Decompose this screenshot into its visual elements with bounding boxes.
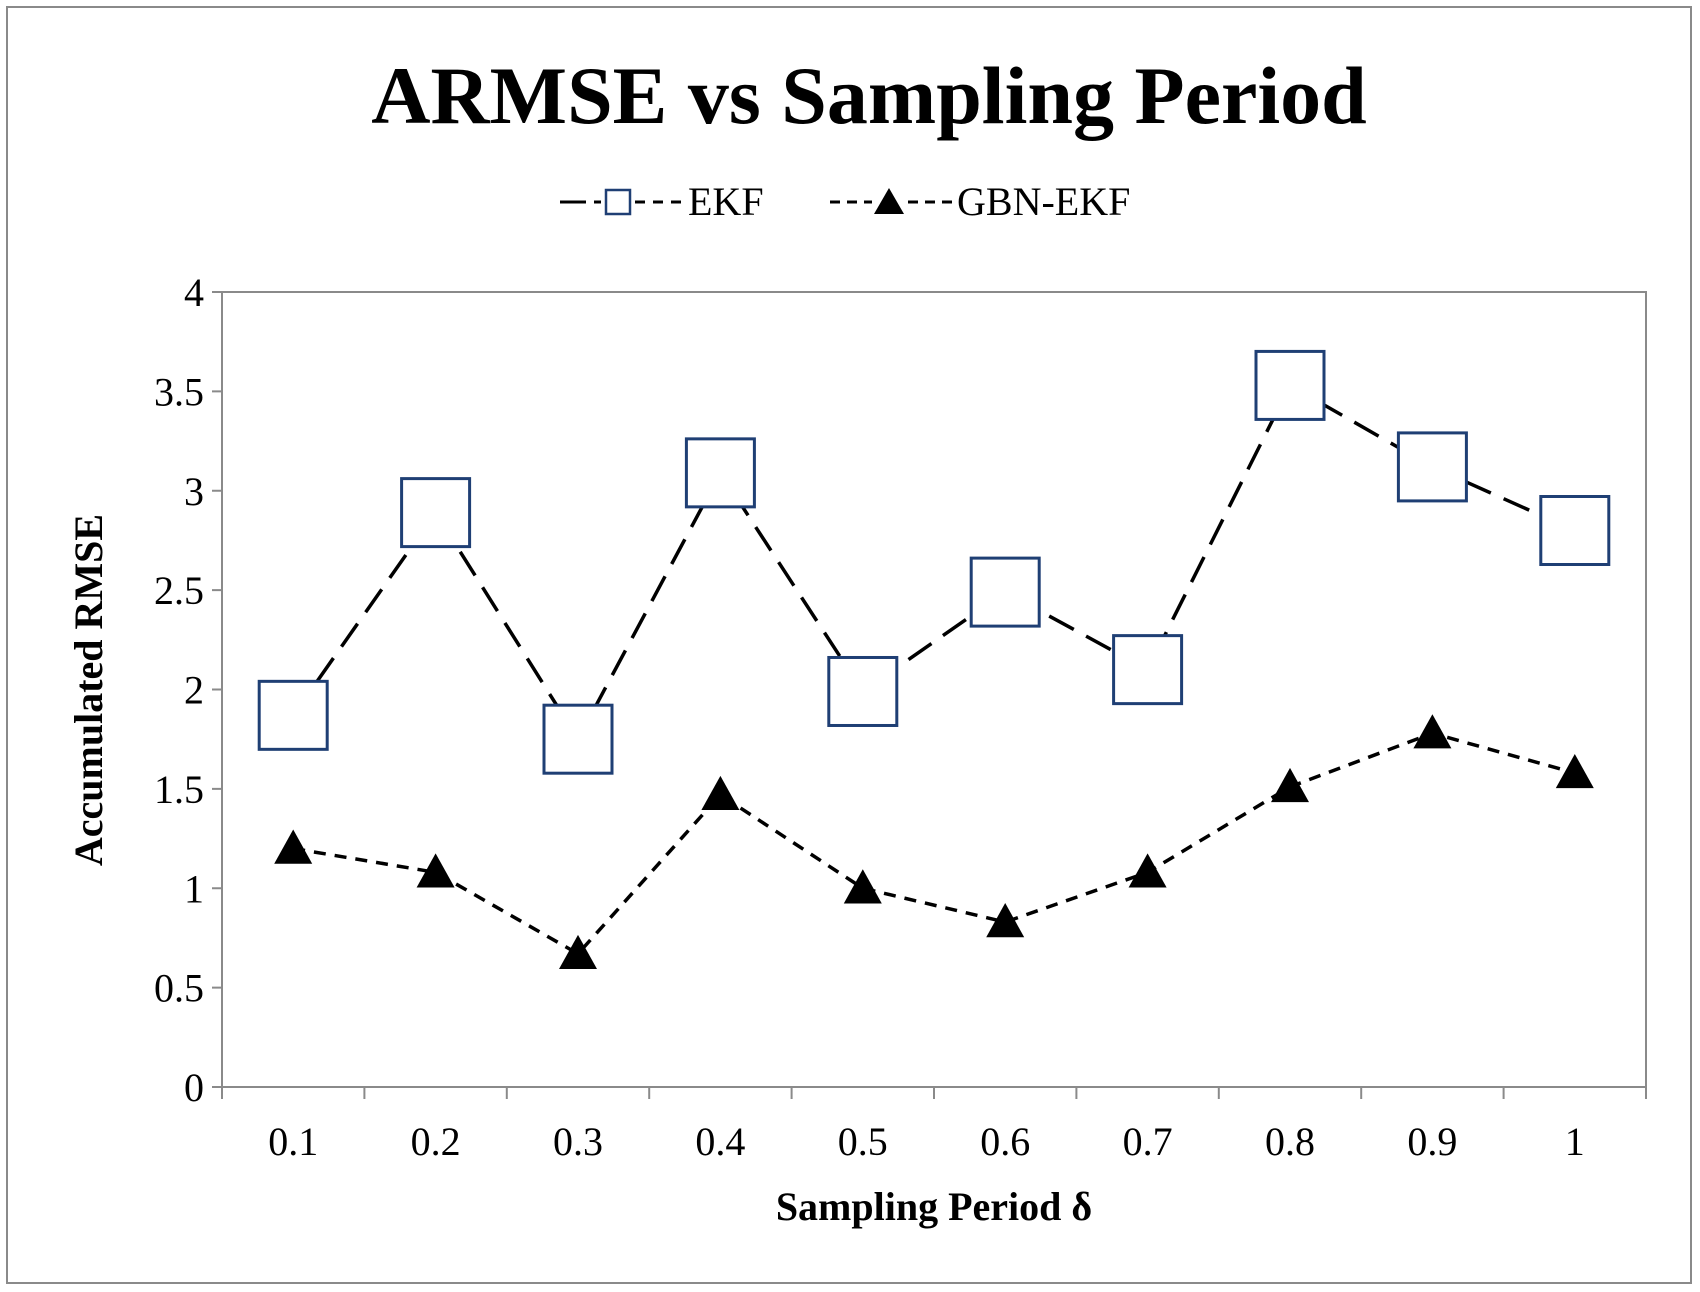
- x-tick-label: 0.1: [268, 1119, 318, 1164]
- legend-gbn-ekf-marker: [874, 188, 904, 214]
- y-tick-label: 0.5: [154, 966, 204, 1011]
- series-layer: [257, 349, 1611, 970]
- data-point-ekf: [1396, 431, 1468, 503]
- data-point-gbn-ekf: [274, 829, 313, 864]
- data-point-gbn-ekf: [1555, 753, 1594, 789]
- y-axis-title: Accumulated RMSE: [66, 514, 111, 866]
- x-axis-title: Sampling Period δ: [776, 1184, 1092, 1229]
- data-point-gbn-ekf: [986, 903, 1025, 938]
- y-tick-label: 0: [184, 1065, 204, 1110]
- plot-area: [221, 291, 1647, 1088]
- data-point-gbn-ekf: [1413, 714, 1452, 749]
- legend-label-gbn-ekf: GBN-EKF: [957, 179, 1130, 224]
- data-point-ekf: [684, 437, 756, 509]
- data-point-gbn-ekf: [559, 934, 597, 970]
- data-point-ekf: [1112, 634, 1184, 706]
- x-tick-label: 1: [1565, 1119, 1585, 1164]
- data-point-ekf: [257, 679, 329, 751]
- x-tick-label: 0.3: [553, 1119, 603, 1164]
- y-tick-label: 4: [184, 270, 204, 315]
- x-tick-label: 0.2: [411, 1119, 461, 1164]
- axes: 0 0.5 1 1.5 2 2.5 3 3.5 4 0.1 0.2 0.3 0.4 0.5 0.6 0.7 0.…: [154, 270, 1647, 1164]
- data-point-gbn-ekf: [843, 869, 882, 904]
- y-tick-label: 1.5: [154, 767, 204, 812]
- x-tick-label: 0.6: [980, 1119, 1030, 1164]
- series-line-ekf: [291, 382, 1576, 743]
- x-tick-label: 0.7: [1123, 1119, 1173, 1164]
- data-point-ekf: [1254, 349, 1326, 421]
- x-tick-label: 0.5: [838, 1119, 888, 1164]
- y-tick-label: 1: [184, 866, 204, 911]
- y-tick-label: 3.5: [154, 369, 204, 414]
- data-point-ekf: [1539, 495, 1611, 566]
- x-tick-label: 0.9: [1407, 1119, 1457, 1164]
- legend-label-ekf: EKF: [688, 179, 764, 224]
- data-point-ekf: [400, 477, 472, 549]
- data-point-gbn-ekf: [1271, 767, 1309, 803]
- legend-item-ekf: EKF: [560, 179, 764, 224]
- y-tick-label: 2: [184, 668, 204, 713]
- legend: EKF GBN-EKF: [560, 179, 1130, 224]
- y-tick-label: 2.5: [154, 568, 204, 613]
- x-tick-label: 0.8: [1265, 1119, 1315, 1164]
- data-point-ekf: [542, 703, 614, 775]
- x-tick-label: 0.4: [695, 1119, 745, 1164]
- legend-ekf-marker: [604, 188, 632, 216]
- series-line-gbn-ekf: [292, 731, 1576, 957]
- data-point-gbn-ekf: [1128, 853, 1167, 888]
- chart-title: ARMSE vs Sampling Period: [371, 50, 1367, 141]
- data-point-ekf: [969, 556, 1041, 628]
- data-point-gbn-ekf: [416, 853, 455, 888]
- data-point-gbn-ekf: [701, 775, 740, 811]
- legend-item-gbn-ekf: GBN-EKF: [830, 179, 1130, 224]
- y-tick-label: 3: [184, 469, 204, 514]
- chart-frame: [6, 6, 1692, 1284]
- data-point-ekf: [827, 655, 899, 727]
